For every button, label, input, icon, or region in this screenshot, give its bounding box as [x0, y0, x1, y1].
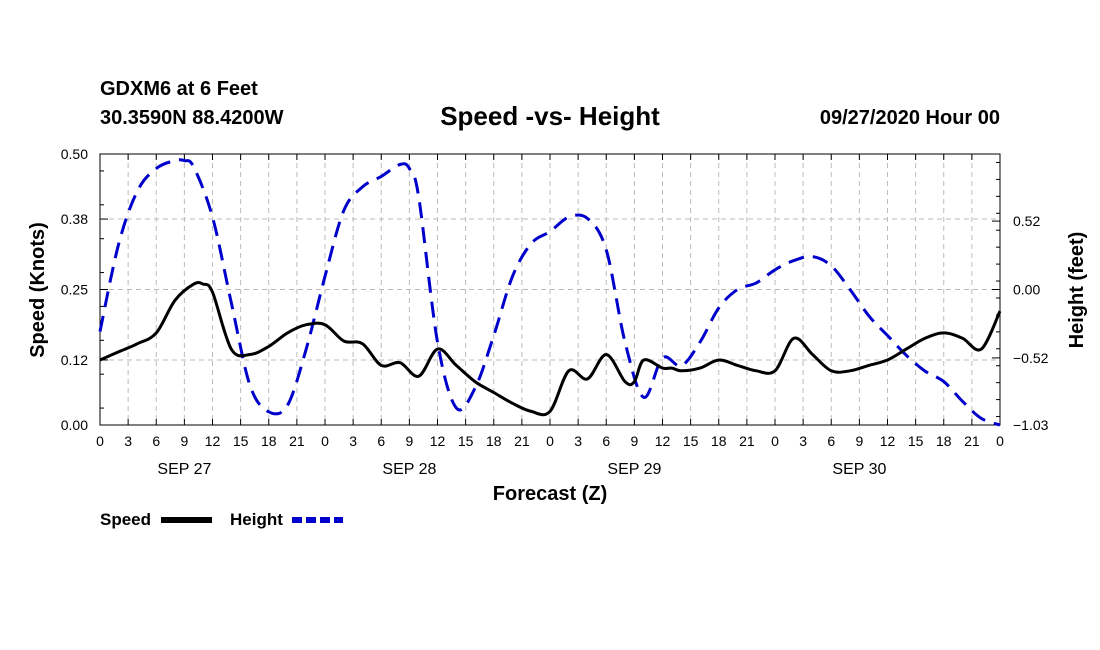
x-tick-label: 0 — [771, 433, 779, 449]
x-tick-label: 12 — [430, 433, 446, 449]
date-label: 09/27/2020 Hour 00 — [820, 107, 1000, 129]
x-tick-label: 6 — [152, 433, 160, 449]
coords-label: 30.3590N 88.4200W — [100, 107, 284, 129]
x-tick-label: 3 — [799, 433, 807, 449]
x-tick-label: 0 — [996, 433, 1004, 449]
y-tick-label: 0.00 — [61, 417, 88, 433]
y2-tick-label: 0.52 — [1013, 213, 1040, 229]
x-axis-ticks: 0 3 6 9 12 15 18 21 0 3 6 9 12 15 18 21 0 3 6 9 12 15 18 21 0 3 6 9… — [96, 154, 1004, 478]
x-tick-label: 3 — [124, 433, 132, 449]
x-tick-label: 0 — [321, 433, 329, 449]
day-label: SEP 30 — [832, 461, 886, 478]
x-tick-label: 3 — [574, 433, 582, 449]
y-tick-label: 0.25 — [61, 282, 88, 298]
x-tick-label: 15 — [908, 433, 924, 449]
x-tick-label: 21 — [739, 433, 755, 449]
height-series-line — [98, 158, 1001, 427]
chart-title: Speed -vs- Height — [440, 101, 660, 131]
x-tick-label: 12 — [880, 433, 896, 449]
x-tick-label: 21 — [964, 433, 980, 449]
y2-tick-label: −1.03 — [1013, 417, 1049, 433]
y2-axis-ticks: −1.03 −0.52 0.00 0.52 — [992, 161, 1049, 433]
y-axis-ticks: 0.00 0.12 0.25 0.38 0.50 — [61, 146, 108, 433]
x-tick-label: 9 — [855, 433, 863, 449]
x-tick-label: 15 — [683, 433, 699, 449]
legend-speed-label: Speed — [100, 510, 151, 529]
x-tick-label: 3 — [349, 433, 357, 449]
y2-tick-label: −0.52 — [1013, 350, 1049, 366]
plot-frame — [99, 153, 1001, 426]
x-tick-label: 21 — [514, 433, 530, 449]
day-label: SEP 29 — [607, 461, 661, 478]
x-tick-label: 18 — [711, 433, 727, 449]
x-tick-label: 12 — [205, 433, 221, 449]
x-tick-label: 0 — [546, 433, 554, 449]
x-tick-label: 6 — [827, 433, 835, 449]
x-tick-label: 0 — [96, 433, 104, 449]
speed-series-line — [99, 281, 1002, 417]
legend-height-label: Height — [230, 510, 283, 529]
y2-axis-label: Height (feet) — [1066, 232, 1088, 349]
y-tick-label: 0.50 — [61, 146, 88, 162]
x-tick-label: 9 — [630, 433, 638, 449]
x-tick-label: 18 — [261, 433, 277, 449]
day-label: SEP 28 — [382, 461, 436, 478]
x-tick-label: 18 — [486, 433, 502, 449]
y-axis-label: Speed (Knots) — [27, 222, 49, 358]
y-tick-label: 0.38 — [61, 211, 88, 227]
x-tick-label: 6 — [602, 433, 610, 449]
legend: Speed Height — [100, 510, 343, 529]
x-tick-label: 6 — [377, 433, 385, 449]
station-label: GDXM6 at 6 Feet — [100, 78, 258, 100]
day-label: SEP 27 — [157, 461, 211, 478]
x-tick-label: 21 — [289, 433, 305, 449]
x-tick-label: 18 — [936, 433, 952, 449]
x-tick-label: 9 — [405, 433, 413, 449]
x-tick-label: 9 — [180, 433, 188, 449]
grid-lines — [100, 154, 1000, 425]
x-axis-label: Forecast (Z) — [493, 483, 607, 505]
y-tick-label: 0.12 — [61, 352, 88, 368]
x-tick-label: 15 — [458, 433, 474, 449]
y2-tick-label: 0.00 — [1013, 282, 1040, 298]
x-tick-label: 15 — [233, 433, 249, 449]
x-tick-label: 12 — [655, 433, 671, 449]
